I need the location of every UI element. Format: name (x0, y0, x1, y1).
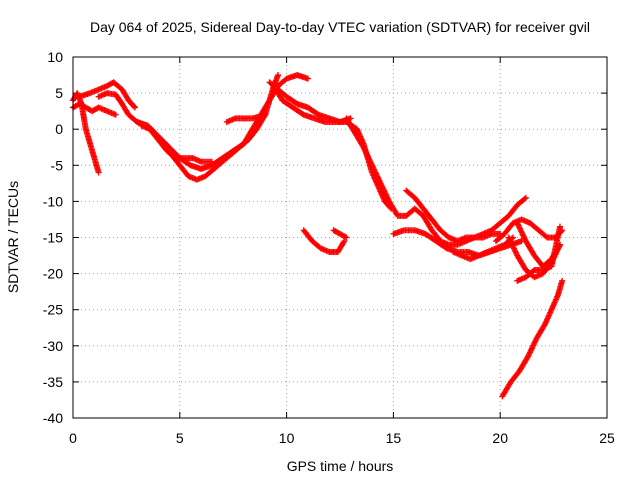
x-tick-label: 0 (69, 430, 77, 446)
y-tick-label: -15 (43, 230, 63, 246)
x-tick-label: 5 (176, 430, 184, 446)
data-point (112, 111, 119, 118)
data-point (557, 223, 564, 230)
data-point (275, 72, 282, 79)
series-arc-1 (70, 90, 102, 176)
x-axis-ticks: 0 5 10 15 20 25 (69, 57, 615, 446)
series-arc-17 (514, 223, 564, 284)
plot-frame (72, 56, 608, 419)
data-point (522, 194, 529, 201)
data-point (521, 195, 528, 202)
series-arc-18 (499, 277, 566, 400)
x-tick-label: 25 (599, 430, 615, 446)
y-tick-label: 10 (47, 49, 63, 65)
y-tick-label: -40 (43, 410, 63, 426)
data-point (131, 104, 138, 111)
data-point (341, 238, 348, 245)
y-tick-label: -10 (43, 193, 63, 209)
x-axis-label: GPS time / hours (287, 458, 394, 474)
data-point (304, 75, 311, 82)
data-point (95, 169, 102, 176)
data-point (131, 103, 138, 110)
y-tick-label: 5 (55, 85, 63, 101)
series-arc-9 (270, 82, 395, 212)
series-arc-19 (300, 227, 348, 255)
data-point (208, 158, 215, 165)
y-tick-label: -5 (51, 157, 64, 173)
grid-lines (73, 57, 607, 418)
y-tick-label: 0 (55, 121, 63, 137)
series-arc-6 (138, 122, 215, 165)
series-arc-3 (76, 79, 138, 111)
data-point (343, 234, 350, 241)
series-arc-2 (70, 100, 119, 118)
series-arc-12 (403, 187, 504, 245)
series-arc-7 (223, 111, 269, 125)
data-point (342, 233, 349, 240)
data-point (559, 277, 566, 284)
data-points (70, 72, 566, 400)
x-tick-label: 20 (492, 430, 508, 446)
x-tick-label: 10 (279, 430, 295, 446)
y-tick-label: -30 (43, 338, 63, 354)
chart-title: Day 064 of 2025, Sidereal Day-to-day VTE… (90, 19, 590, 35)
y-tick-label: -25 (43, 302, 63, 318)
series-arc-20 (330, 227, 350, 241)
y-tick-label: -20 (43, 266, 63, 282)
x-tick-label: 15 (386, 430, 402, 446)
data-point (262, 111, 269, 118)
y-axis-ticks: 10 5 0 -5 -10 -15 -20 -25 -30 -35 -40 (43, 49, 607, 426)
y-tick-label: -35 (43, 374, 63, 390)
series-arc-5 (134, 72, 311, 172)
y-axis-label: SDTVAR / TECUs (5, 181, 21, 293)
